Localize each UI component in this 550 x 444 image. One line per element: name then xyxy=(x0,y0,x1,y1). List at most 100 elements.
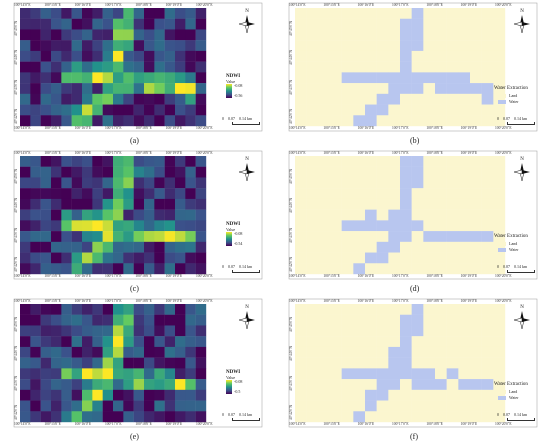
raster-cell xyxy=(164,156,176,167)
raster-cell xyxy=(306,83,319,95)
raster-cell xyxy=(458,83,471,95)
raster-cell xyxy=(458,50,471,62)
raster-cell xyxy=(40,379,52,391)
raster-cell xyxy=(61,336,72,348)
raster-cell xyxy=(481,115,494,127)
raster-cell xyxy=(185,72,196,84)
raster-cell xyxy=(481,411,494,423)
raster-cell xyxy=(20,411,31,423)
raster-cell xyxy=(113,263,124,275)
scale-bar xyxy=(507,270,535,273)
raster-cell xyxy=(400,188,412,200)
raster-cell xyxy=(295,368,307,380)
raster-cell xyxy=(295,156,307,167)
raster-cell xyxy=(61,346,72,358)
raster-cell xyxy=(295,188,307,200)
raster-cell xyxy=(82,72,93,84)
raster-cell xyxy=(446,198,459,210)
lon-tick-label: 100°16'0"E xyxy=(74,422,92,426)
raster-cell xyxy=(376,93,389,105)
lon-tick-label: 100°19'0"E xyxy=(165,126,183,130)
raster-cell xyxy=(493,368,506,380)
raster-cell xyxy=(123,156,134,167)
raster-cell xyxy=(144,336,155,348)
lat-tick-label: 40°42'0"N xyxy=(14,404,18,420)
raster-cell xyxy=(376,304,389,315)
raster-cell xyxy=(144,209,155,221)
legend-low-value: -0.5 xyxy=(234,388,241,394)
raster-cell xyxy=(470,72,482,84)
raster-cell xyxy=(144,188,155,200)
raster-cell xyxy=(470,115,482,127)
raster-cell xyxy=(341,8,354,19)
raster-cell xyxy=(51,209,62,221)
legend-gradient-row: -0.08 -0.56 xyxy=(226,84,242,99)
raster-cell xyxy=(92,8,103,19)
raster-cell xyxy=(133,325,145,337)
raster-cell xyxy=(458,8,471,19)
raster-cell xyxy=(82,304,93,315)
raster-cell xyxy=(144,83,155,95)
north-arrow-icon: N xyxy=(238,9,256,34)
raster-cell xyxy=(423,83,436,95)
map-legend: NDWI Value -0.08 -0.56 xyxy=(226,74,242,99)
lat-tick-label: 40°44'0"N xyxy=(289,346,293,362)
raster-cell xyxy=(40,357,52,369)
north-arrow-icon: N xyxy=(513,305,531,330)
lat-tick-label: 40°44'0"N xyxy=(14,346,18,362)
raster-cell xyxy=(423,93,436,105)
raster-cell xyxy=(30,231,41,243)
raster-cell xyxy=(30,314,41,326)
raster-cell xyxy=(353,104,366,116)
raster-cell xyxy=(341,83,354,95)
raster-cell xyxy=(458,177,471,189)
raster-cell xyxy=(133,346,145,358)
raster-cell xyxy=(423,188,436,200)
raster-cell xyxy=(92,220,103,232)
raster-cell xyxy=(195,8,207,19)
raster-cell xyxy=(493,346,506,358)
lat-tick-label: 40°44'0"N xyxy=(289,50,293,66)
legend-water-row: Water xyxy=(494,248,528,253)
raster-cell xyxy=(30,263,41,275)
raster-cell xyxy=(40,209,52,221)
raster-cell xyxy=(446,72,459,84)
raster-cell xyxy=(388,252,401,264)
raster-cell xyxy=(195,346,207,358)
raster-cell xyxy=(123,209,134,221)
raster-cell xyxy=(40,220,52,232)
raster-cell xyxy=(388,209,401,221)
lon-tick-label: 100°15'0"E xyxy=(323,2,340,7)
raster-cell xyxy=(20,346,31,358)
raster-cell xyxy=(175,209,186,221)
legend-high-value: -0.08 xyxy=(234,231,243,237)
raster-cell xyxy=(92,50,103,62)
raster-cell xyxy=(446,357,459,369)
raster-cell xyxy=(61,314,72,326)
raster-cell xyxy=(388,115,401,127)
raster-cell xyxy=(154,29,165,41)
raster-cell xyxy=(376,357,389,369)
raster-cell xyxy=(144,29,155,41)
raster-cell xyxy=(51,40,62,52)
raster-cell xyxy=(40,156,52,167)
lon-tick-label: 100°17'0"E xyxy=(392,274,409,278)
raster-cell xyxy=(365,411,377,423)
lon-tick-label: 100°14'0"E xyxy=(289,422,306,426)
raster-cell xyxy=(388,314,401,326)
raster-cell xyxy=(458,18,471,30)
raster-cell xyxy=(92,115,103,127)
raster-cell xyxy=(20,40,31,52)
raster-cell xyxy=(306,40,319,52)
raster-cell xyxy=(51,304,62,315)
raster-cell xyxy=(113,209,124,221)
raster-cell xyxy=(175,357,186,369)
lon-tick-label: 100°14'0"E xyxy=(289,274,306,278)
raster-cell xyxy=(306,389,319,401)
raster-cell xyxy=(144,400,155,412)
raster-cell xyxy=(435,29,447,41)
legend-gradient xyxy=(226,232,232,247)
raster-cell xyxy=(423,115,436,127)
raster-cell xyxy=(102,18,114,30)
raster-cell xyxy=(376,188,389,200)
